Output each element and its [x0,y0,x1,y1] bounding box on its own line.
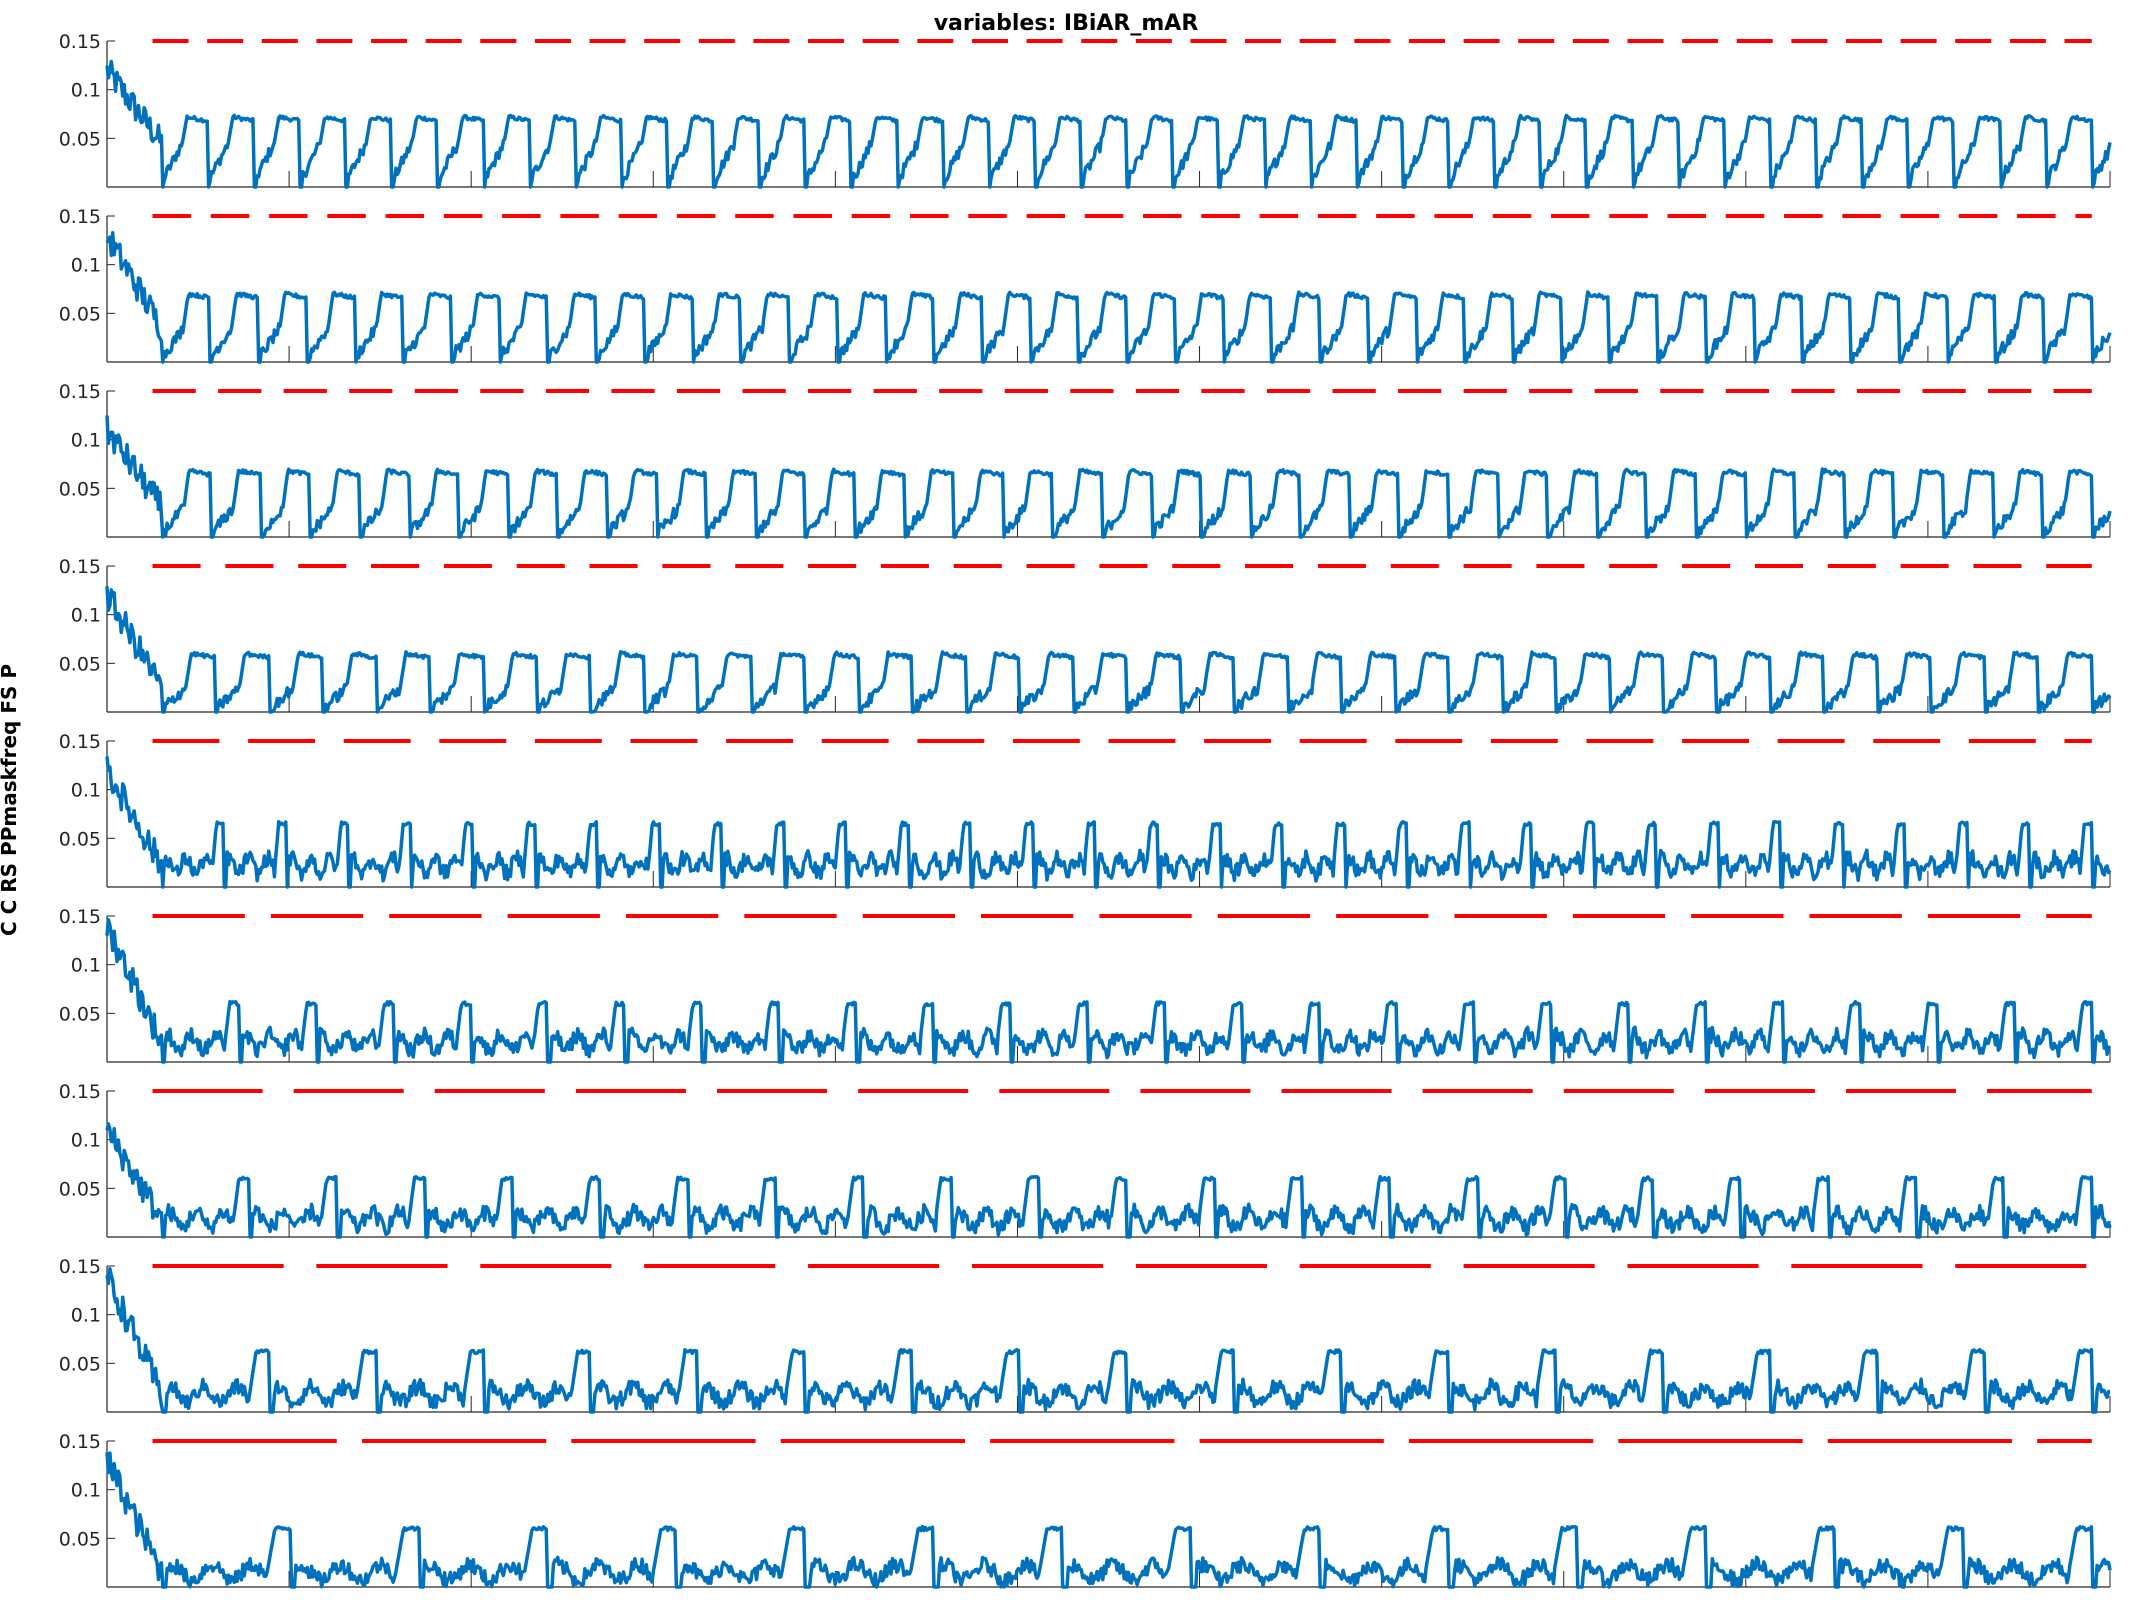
y-tick-label: 0.15 [59,731,101,753]
y-tick-label: 0.15 [59,906,101,928]
series-line [105,586,2112,714]
x-tick-label: 0 [101,1598,113,1600]
x-tick-label: 0.6 [638,1598,668,1600]
y-tick-label: 0.05 [59,653,101,675]
series-line [105,756,2112,889]
y-tick-label: 0.15 [59,1256,101,1278]
y-tick-label: 0.1 [71,430,101,452]
y-tick-label: 0.1 [71,80,101,102]
panel-4: 0.05 0.1 0.15 [59,556,2112,714]
y-tick-label: 0.05 [59,478,101,500]
chart-title: variables: IBiAR_mAR [934,11,1199,36]
y-tick-label: 0.05 [59,303,101,325]
y-tick-label: 0.15 [59,556,101,578]
series-line [105,1267,2111,1414]
y-tick-label: 0.05 [59,1003,101,1025]
y-tick-label: 0.1 [71,605,101,627]
y-tick-label: 0.05 [59,1528,101,1550]
y-tick-label: 0.1 [71,780,101,802]
panel-6: 0.05 0.1 0.15 [59,906,2112,1064]
y-tick-label: 0.15 [59,1081,101,1103]
series-line [105,917,2112,1064]
x-tick-label: 2.2 [2095,1598,2125,1600]
x-tick-label: 1.8 [1731,1598,1761,1600]
panel-9: 0.05 0.1 0.15 [59,1431,2112,1589]
panels-group: 0.05 0.1 0.15 0.05 0.1 0.15 0.05 0.1 0.15 0.05 0.1… [59,31,2112,1589]
y-tick-label: 0.15 [59,206,101,228]
x-tick-label: 2 [1922,1598,1934,1600]
panel-3: 0.05 0.1 0.15 [59,381,2112,539]
y-tick-label: 0.15 [59,31,101,53]
series-line [105,230,2112,364]
panel-7: 0.05 0.1 0.15 [59,1081,2112,1239]
y-tick-label: 0.1 [71,255,101,277]
x-tick-label: 1.4 [1367,1598,1397,1600]
x-tick-label: 1.2 [1184,1598,1214,1600]
x-tick-label: 0.4 [456,1598,486,1600]
series-line [105,1451,2112,1589]
y-tick-label: 0.05 [59,1353,101,1375]
x-tick-label: 0.8 [820,1598,850,1600]
y-tick-label: 0.15 [59,381,101,403]
y-tick-label: 0.1 [71,1130,101,1152]
y-axis-label: C C RS PPmaskfreq FS P [0,664,21,936]
y-tick-label: 0.1 [71,1480,101,1502]
panel-8: 0.05 0.1 0.15 [59,1256,2111,1414]
series-line [105,1122,2112,1239]
y-tick-label: 0.1 [71,1305,101,1327]
series-line [105,59,2112,189]
x-tick-label: 0.2 [274,1598,304,1600]
y-tick-label: 0.05 [59,128,101,150]
x-tick-label: 1.6 [1549,1598,1579,1600]
y-tick-label: 0.05 [59,828,101,850]
y-tick-label: 0.1 [71,955,101,977]
x-axis: 00.20.40.60.811.21.41.61.822.2×104 [101,1598,2125,1600]
panel-1: 0.05 0.1 0.15 [59,31,2112,189]
panel-2: 0.05 0.1 0.15 [59,206,2112,364]
y-tick-label: 0.05 [59,1178,101,1200]
x-tick-label: 1 [1011,1598,1023,1600]
y-tick-label: 0.15 [59,1431,101,1453]
panel-5: 0.05 0.1 0.15 [59,731,2112,889]
series-line [105,415,2112,539]
